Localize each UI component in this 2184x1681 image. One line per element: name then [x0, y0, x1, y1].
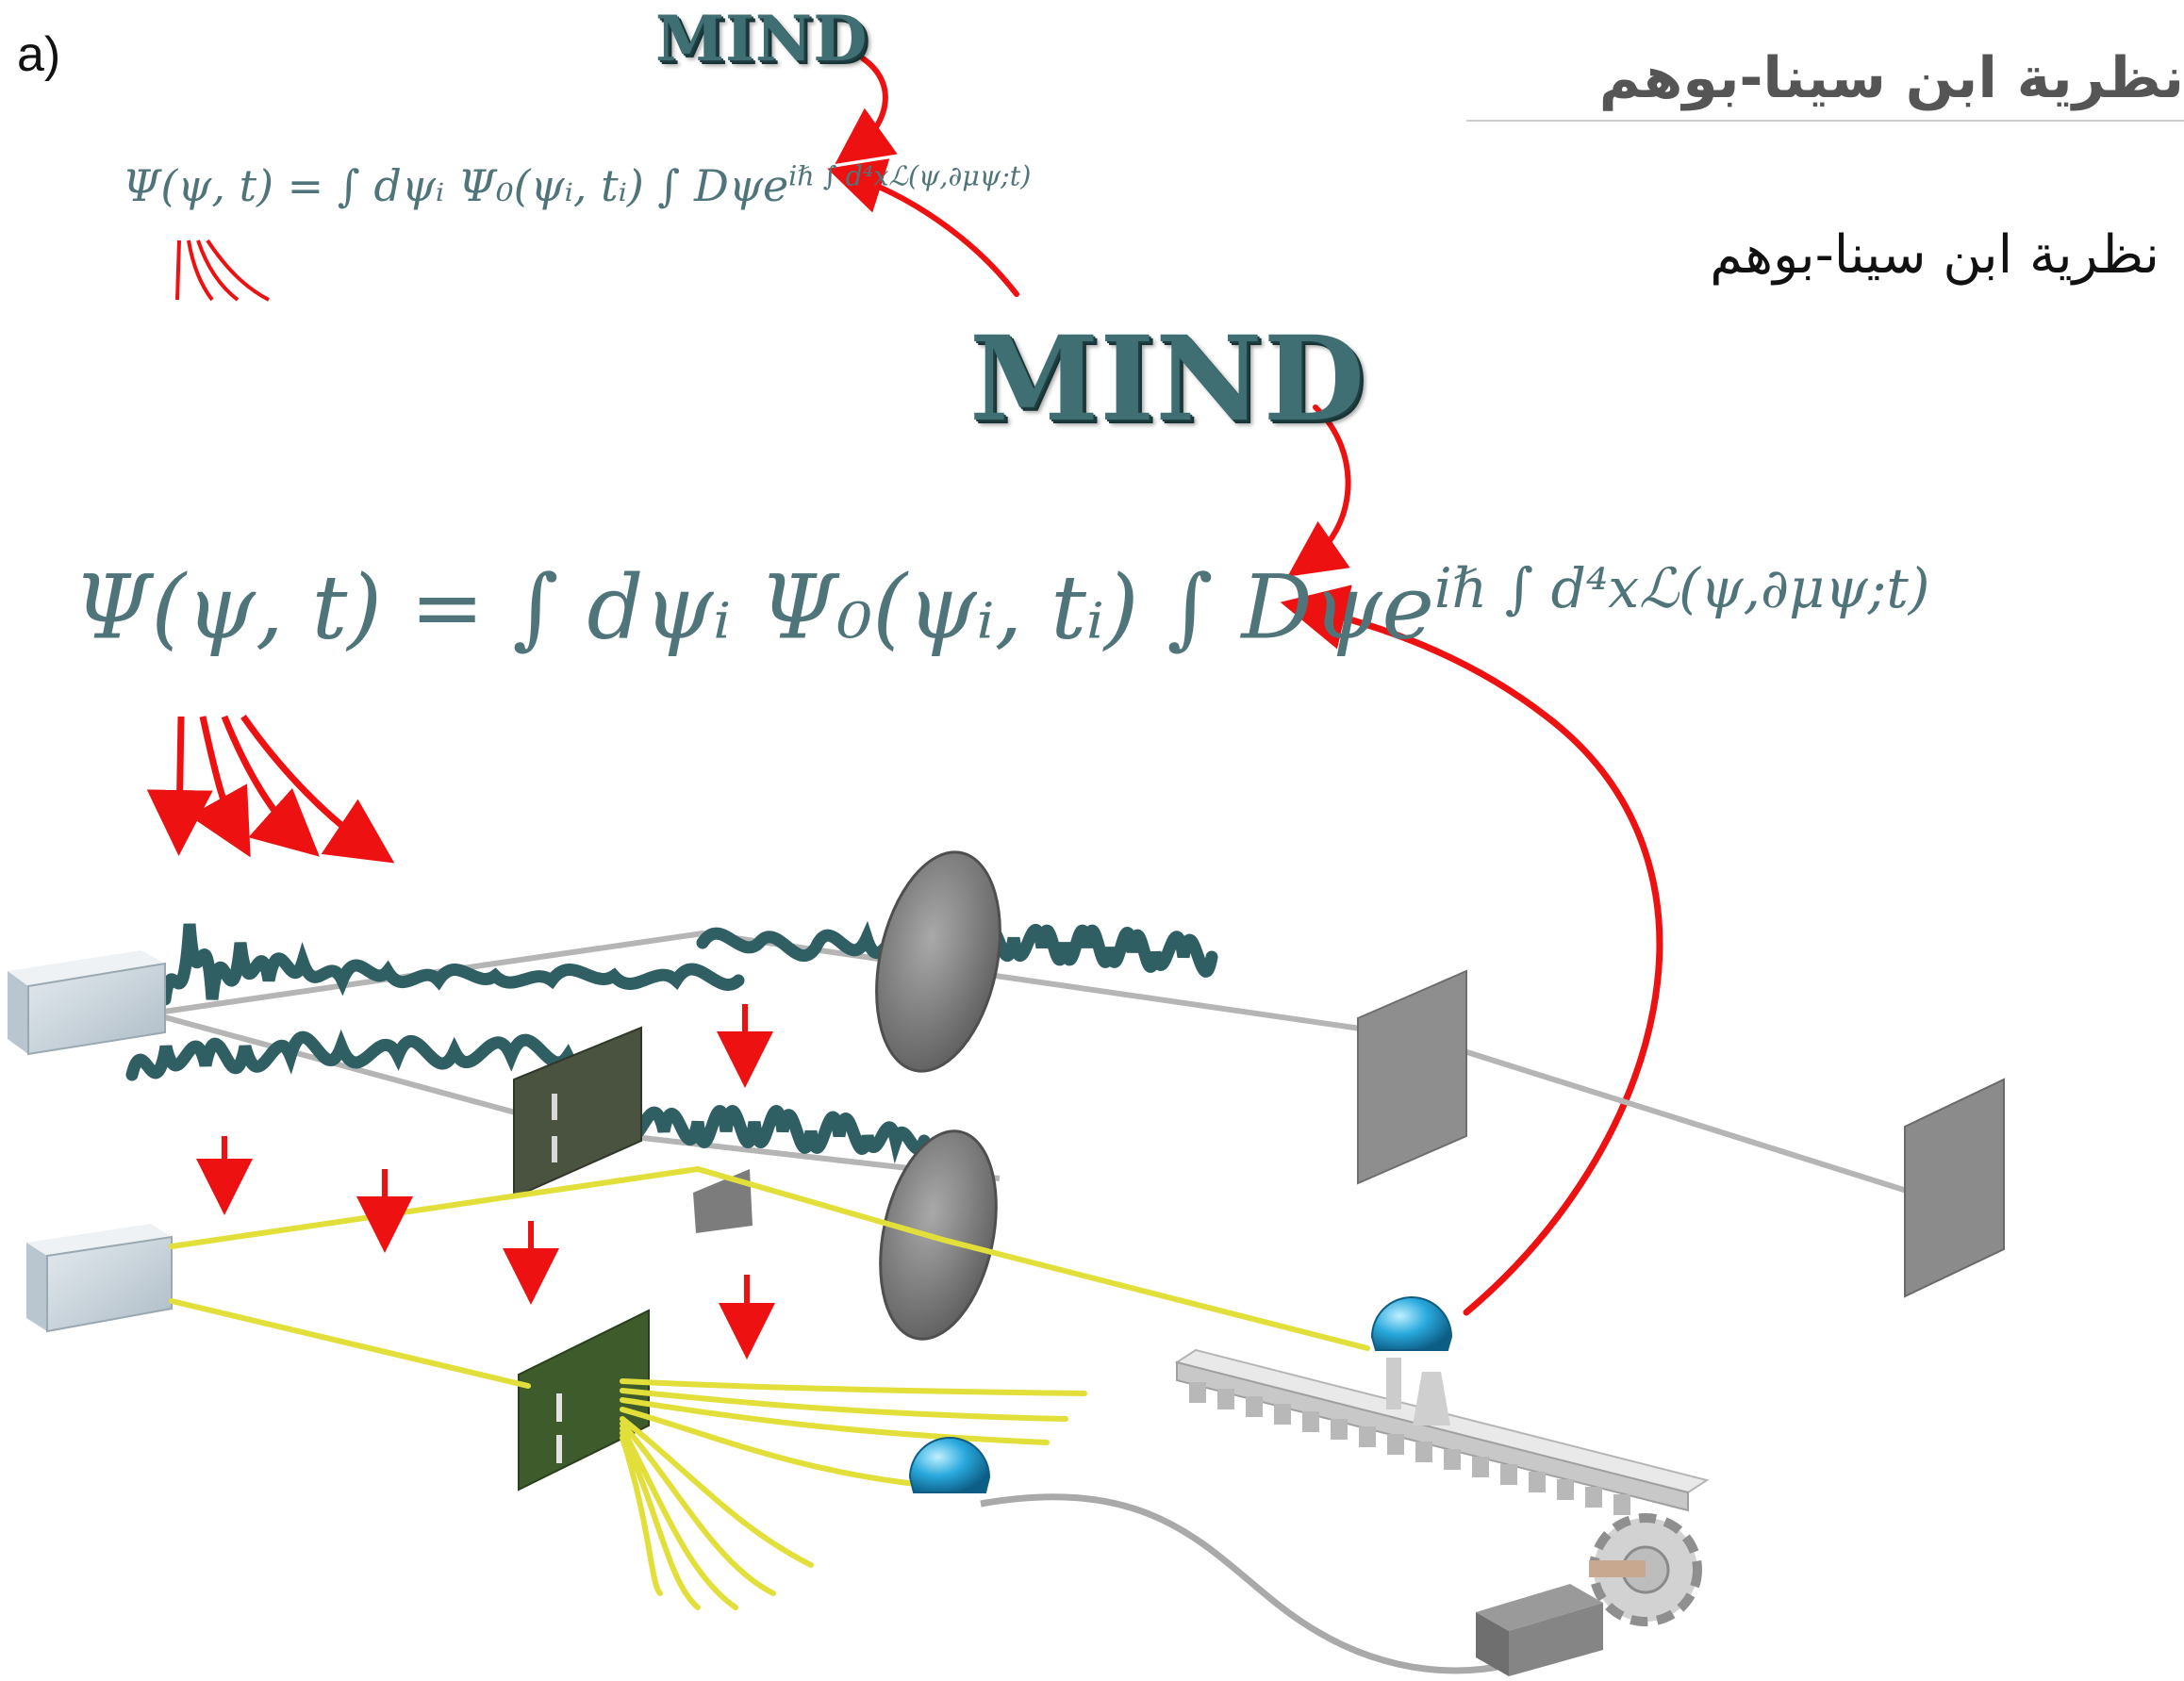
title-divider: [1466, 120, 2184, 122]
large-fan-arrows: [146, 714, 395, 864]
detector-upper: [1370, 1296, 1453, 1409]
arrow-small-mind: [835, 56, 898, 164]
equation-large-body: Ψ(ψ, t) = ∫ dψᵢ Ψ₀(ψᵢ, tᵢ) ∫ Dψe: [74, 556, 1435, 660]
panel-label: a): [17, 27, 61, 82]
arrow-to-small-equation: [827, 158, 1019, 297]
down-arrows: [196, 1004, 775, 1360]
equation-small-exponent: iℏ ∫ d⁴xℒ(ψ,∂μψ;t): [788, 160, 1032, 192]
slide-subtitle: نظرية ابن سينا-بوهم: [1710, 224, 2159, 286]
slit-plate-upper: [513, 1026, 642, 1199]
arrow-large-mind: [1287, 404, 1351, 577]
comb-mechanism: [1174, 1348, 1710, 1676]
lens-lower: [879, 1129, 998, 1341]
equation-small-body: Ψ(ψ, t) = ∫ dψᵢ Ψ₀(ψᵢ, tᵢ) ∫ Dψe: [123, 160, 789, 211]
detector-cable: [980, 1493, 1530, 1674]
lens-upper: [875, 850, 1001, 1073]
detector-lower: [908, 1437, 991, 1493]
arrow-detector-to-equation: [1280, 585, 1663, 1316]
mind-label-large: MIND: [969, 311, 1366, 448]
equation-large-exponent: iℏ ∫ d⁴xℒ(ψ,∂μψ;t): [1434, 556, 1930, 620]
equation-small: Ψ(ψ, t) = ∫ dψᵢ Ψ₀(ψᵢ, tᵢ) ∫ Dψeiℏ ∫ d⁴x…: [123, 160, 1031, 211]
slit-plate-lower: [518, 1309, 650, 1491]
source-box-top: [8, 950, 166, 1056]
equation-large: Ψ(ψ, t) = ∫ dψᵢ Ψ₀(ψᵢ, tᵢ) ∫ Dψeiℏ ∫ d⁴x…: [74, 556, 1930, 659]
small-fan-arrows: [175, 239, 270, 302]
particle-trajectories: [169, 1165, 1370, 1610]
wave-packets: [125, 920, 1218, 1164]
screens: [693, 969, 2005, 1298]
source-box-bottom: [26, 1224, 173, 1333]
mind-arrows: [827, 56, 1663, 1316]
slide-title: نظرية ابن سينا-بوهم: [1598, 45, 2184, 111]
mind-label-small: MIND: [655, 2, 869, 75]
